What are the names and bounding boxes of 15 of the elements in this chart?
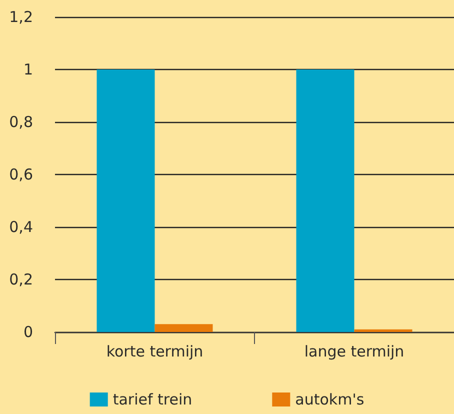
y-tick-label: 0,6 <box>9 166 33 184</box>
y-tick-label: 0 <box>23 323 33 341</box>
y-tick-label: 0,4 <box>9 218 33 236</box>
y-tick-label: 0,2 <box>9 270 33 288</box>
bar <box>354 329 412 332</box>
legend-label: tarief trein <box>112 390 192 408</box>
legend-label: autokm's <box>295 390 364 408</box>
bar <box>154 324 213 332</box>
bar <box>96 70 155 332</box>
x-tick-label: lange termijn <box>304 342 404 360</box>
y-tick-label: 1,2 <box>9 8 33 26</box>
bar <box>296 70 354 332</box>
x-tick-label: korte termijn <box>106 342 204 360</box>
y-tick-label: 0,8 <box>9 113 33 131</box>
y-tick-label: 1 <box>23 60 33 78</box>
